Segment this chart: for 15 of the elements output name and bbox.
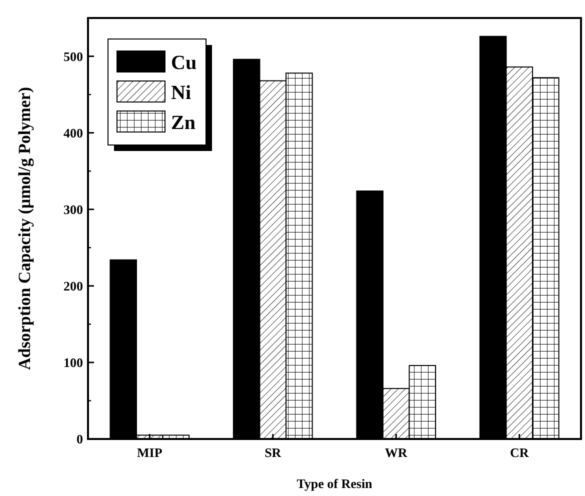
y-tick-label: 0 <box>76 432 83 447</box>
y-axis-title: Adsorption Capacity (μmol/g Polymer) <box>15 86 34 370</box>
y-tick-label: 200 <box>64 278 83 294</box>
legend-label: Zn <box>171 112 196 134</box>
x-tick-label: WR <box>384 445 408 460</box>
y-tick-label: 300 <box>64 202 83 217</box>
x-tick-label: CR <box>510 445 530 460</box>
legend-label: Cu <box>171 52 197 74</box>
y-tick-label: 100 <box>64 355 83 370</box>
x-tick-label: SR <box>264 445 282 460</box>
y-tick-label: 500 <box>64 48 83 64</box>
x-axis-title: Type of Resin <box>296 476 374 491</box>
legend-label: Ni <box>171 82 192 104</box>
y-tick-label: 400 <box>64 125 83 140</box>
x-tick-label: MIP <box>136 445 162 460</box>
